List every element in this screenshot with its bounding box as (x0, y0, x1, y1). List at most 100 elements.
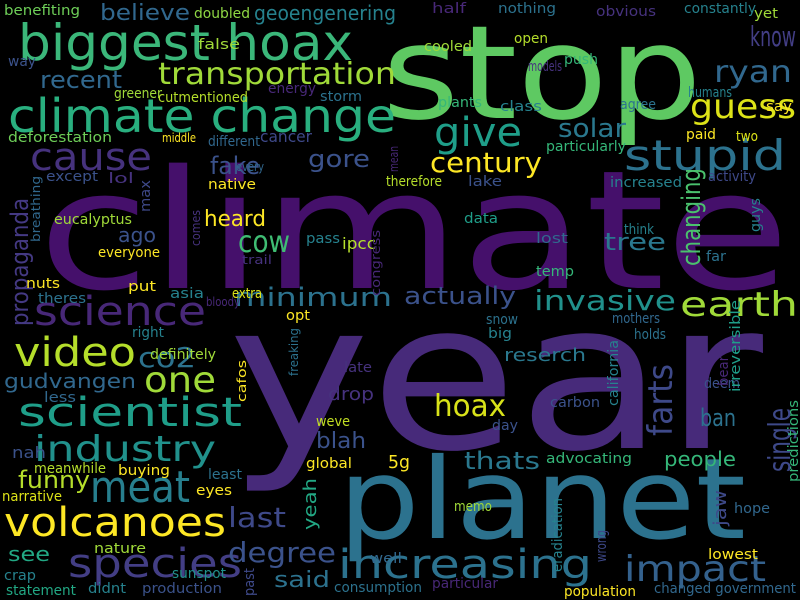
word: believe (100, 1, 190, 26)
word: species (68, 541, 242, 587)
word: eucalyptus (54, 212, 132, 228)
word: well (370, 551, 402, 567)
word: see (8, 542, 50, 566)
word: trail (242, 253, 272, 267)
word: planet (338, 435, 746, 565)
word: hope (734, 501, 770, 517)
word: nature (94, 541, 146, 557)
word: reserch (504, 345, 586, 366)
word: far (706, 249, 726, 265)
word: bloody (206, 295, 240, 309)
word: eyes (196, 483, 232, 499)
word: actually (404, 282, 516, 310)
word: less (44, 390, 76, 406)
word: snow (486, 312, 518, 328)
word: irreversible (728, 300, 744, 392)
word: plants (438, 95, 482, 111)
word: lol (108, 171, 134, 187)
word: definitely (150, 347, 216, 363)
word: lost (536, 231, 569, 247)
word: greener (114, 86, 162, 102)
word: fake (210, 152, 260, 180)
word: said (274, 568, 330, 593)
word: advocating (546, 451, 632, 467)
word: pass (306, 231, 340, 247)
word: activity (708, 169, 756, 185)
word: buying (118, 463, 170, 479)
word: late (344, 360, 372, 376)
word: biggest hoax (18, 14, 353, 72)
word: guess (690, 87, 796, 127)
word: hoax (434, 389, 506, 424)
word: agree (620, 97, 656, 113)
word: single (763, 408, 798, 472)
word: mean (387, 146, 401, 172)
word: last (228, 501, 286, 534)
word: climate (38, 135, 790, 327)
word: heard (204, 207, 266, 232)
word: constantly (684, 1, 756, 17)
word: cow (238, 225, 290, 260)
word: give (434, 110, 522, 156)
word: scientist (18, 390, 242, 436)
word: blah (316, 429, 366, 454)
word: science (34, 289, 206, 335)
word: big (488, 326, 512, 342)
word: changed government (654, 581, 796, 597)
word: people (664, 447, 736, 471)
word: theres (38, 291, 86, 307)
word: meat (90, 462, 190, 513)
word: asia (170, 286, 204, 302)
word: deem (704, 376, 740, 392)
word: particularly (546, 139, 626, 155)
word: gudvangen (4, 369, 136, 393)
word: ipcc (342, 234, 376, 253)
word: different (208, 134, 260, 150)
word: one (144, 360, 216, 401)
word: drop (328, 384, 374, 405)
word: except (46, 169, 99, 185)
word: nah (12, 443, 46, 462)
word: two (736, 129, 758, 145)
word: half (432, 1, 467, 17)
word: tree (604, 228, 666, 256)
word: funny (18, 466, 90, 494)
word: models (528, 59, 562, 75)
word: think (624, 222, 655, 238)
word: yeah (300, 478, 321, 530)
word: consumption (334, 580, 422, 596)
word: carbon (550, 395, 600, 411)
word: holds (634, 327, 666, 343)
word: right (132, 325, 164, 341)
word: bear (716, 356, 732, 386)
word: doubled (194, 6, 250, 22)
word: nothing (498, 1, 556, 17)
word: didnt (88, 581, 127, 597)
word: lake (468, 174, 502, 190)
word: production (142, 581, 222, 597)
word: farts (641, 364, 681, 436)
word: know (750, 20, 796, 53)
word: industry (34, 429, 216, 470)
word: propaganda (6, 198, 34, 326)
word: ban (700, 404, 736, 432)
word: cutmentioned (158, 90, 248, 106)
word: narrative (2, 489, 62, 505)
word: population (564, 584, 636, 600)
word: stupid (624, 131, 786, 180)
word: yet (754, 6, 779, 22)
word: false (198, 37, 240, 53)
word: impact (624, 549, 766, 590)
word: sunspot (172, 566, 226, 582)
word: nuts (26, 276, 60, 292)
word: co2 (138, 341, 196, 374)
word: crap (4, 568, 36, 584)
word: congress (369, 230, 383, 296)
word: humans (688, 85, 732, 101)
word: say (766, 99, 792, 115)
word: recent (40, 66, 122, 94)
word: year (228, 259, 764, 497)
word: meanwhile (34, 461, 106, 477)
word: mothers (612, 311, 660, 327)
